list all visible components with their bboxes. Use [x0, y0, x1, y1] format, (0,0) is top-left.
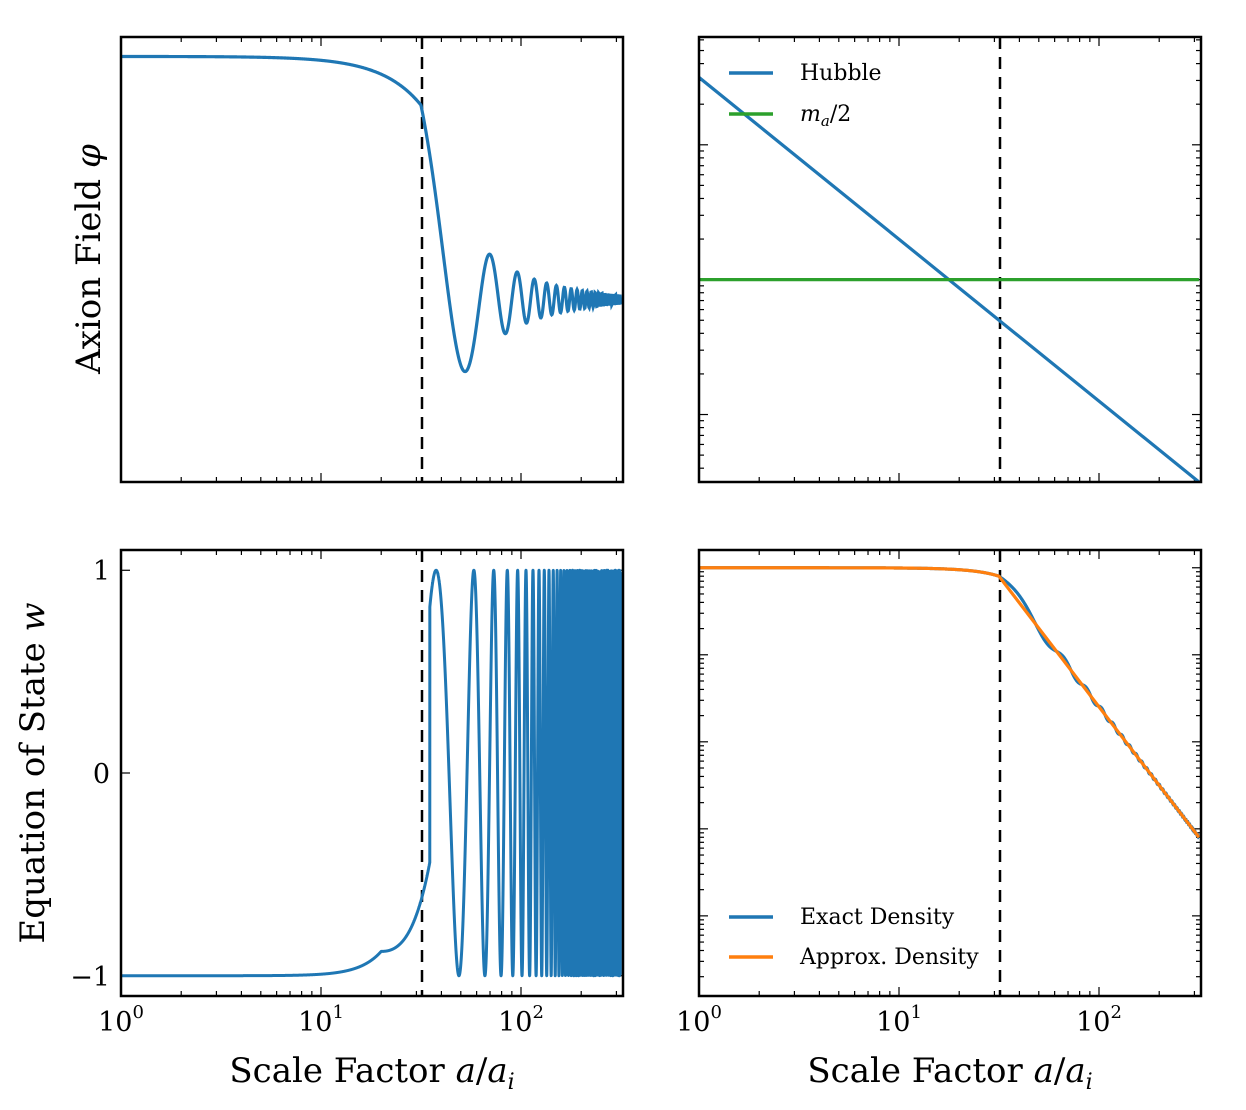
plot-frame — [697, 548, 1203, 998]
legend-label-mass: ma/2 — [800, 102, 851, 130]
x-tick-label: 102 — [498, 1002, 544, 1038]
approx-density-line — [699, 566, 1201, 839]
plot-frame — [119, 548, 625, 998]
x-tick-label: 101 — [298, 1002, 344, 1038]
legend-label-approx: Approx. Density — [799, 945, 979, 970]
x-tick-label: 100 — [98, 1002, 144, 1038]
y-tick-label: −1 — [70, 962, 110, 993]
plot-frame — [697, 35, 1203, 484]
panel-density: Exact Density Approx. Density 100 101 10… — [676, 548, 1203, 1095]
x-tick-label: 100 — [676, 1002, 722, 1038]
y-tick-label: 1 — [93, 556, 110, 587]
w-line — [121, 568, 623, 978]
y-tick-label: 0 — [93, 759, 110, 790]
legend-label-exact: Exact Density — [800, 905, 955, 930]
legend: Exact Density Approx. Density — [729, 905, 979, 970]
x-tick-label: 102 — [1076, 1002, 1122, 1038]
y-tick-labels: −1 0 1 — [70, 556, 110, 993]
panel-axion-field: Axion Field φ — [69, 35, 625, 484]
axion-field-line — [121, 54, 623, 374]
minor-ticks — [120, 37, 618, 482]
x-tick-label: 101 — [876, 1002, 922, 1038]
x-tick-labels: 100 101 102 — [676, 1002, 1122, 1038]
exact-density-line — [699, 566, 1201, 840]
legend: Hubble ma/2 — [729, 61, 882, 130]
legend-label-hubble: Hubble — [800, 61, 882, 86]
x-axis-label: Scale Factor a/ai — [229, 1051, 514, 1095]
panel-equation-of-state: −1 0 1 100 101 102 Equation of State w S… — [13, 548, 625, 1095]
panel-hubble: Hubble ma/2 — [697, 35, 1203, 484]
plot-frame — [119, 35, 625, 484]
y-axis-label: Equation of State w — [13, 602, 53, 943]
x-tick-labels: 100 101 102 — [98, 1002, 544, 1038]
minor-ticks — [698, 37, 1201, 482]
x-axis-label: Scale Factor a/ai — [807, 1051, 1092, 1095]
y-axis-label: Axion Field φ — [69, 144, 109, 375]
